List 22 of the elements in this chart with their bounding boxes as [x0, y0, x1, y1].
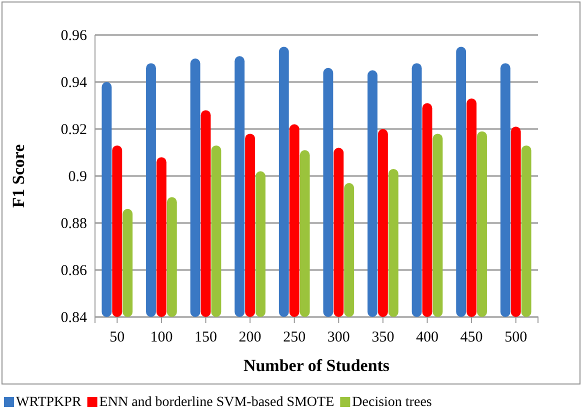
x-tick-label: 500 [504, 330, 528, 346]
y-tick-label: 0.96 [60, 28, 88, 44]
x-tick-label: 350 [372, 330, 394, 346]
x-tick-label: 150 [194, 330, 217, 346]
x-tick-label: 50 [110, 330, 125, 346]
y-tick-label: 0.9 [68, 168, 87, 185]
legend-label: ENN and borderline SVM-based SMOTE [99, 395, 334, 410]
y-tick-label: 0.94 [60, 74, 88, 91]
y-tick-label: 0.86 [60, 262, 88, 279]
y-axis-title: F1 Score [9, 144, 28, 208]
x-tick-label: 450 [460, 330, 483, 346]
legend-label: Decision trees [352, 395, 432, 410]
x-tick-label: 400 [416, 330, 438, 346]
y-tick-label: 0.88 [60, 216, 87, 232]
y-tick-label: 0.84 [60, 310, 88, 326]
y-tick-label: 0.92 [60, 122, 87, 138]
legend-label: WRTPKPR [16, 395, 82, 410]
x-tick-label: 200 [238, 330, 262, 346]
x-axis-title: Number of Students [243, 356, 390, 375]
x-tick-label: 250 [283, 330, 306, 346]
x-tick-label: 300 [327, 330, 350, 346]
x-tick-label: 100 [150, 330, 173, 346]
